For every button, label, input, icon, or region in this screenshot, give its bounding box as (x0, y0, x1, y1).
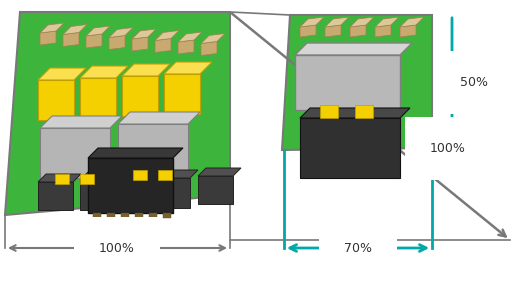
Polygon shape (375, 25, 391, 37)
Polygon shape (300, 118, 400, 178)
Polygon shape (133, 170, 147, 180)
Polygon shape (320, 105, 338, 118)
Polygon shape (80, 172, 138, 180)
Polygon shape (135, 213, 143, 218)
Polygon shape (158, 170, 172, 180)
Polygon shape (132, 29, 156, 39)
Polygon shape (350, 17, 374, 27)
Polygon shape (178, 40, 194, 54)
Polygon shape (164, 62, 212, 74)
Polygon shape (149, 213, 157, 218)
Polygon shape (80, 174, 94, 184)
Text: 100%: 100% (430, 142, 466, 154)
Polygon shape (350, 25, 366, 37)
Polygon shape (107, 213, 115, 218)
Polygon shape (198, 168, 241, 176)
Polygon shape (201, 41, 217, 56)
Polygon shape (63, 25, 87, 34)
Polygon shape (400, 25, 416, 37)
Polygon shape (40, 116, 122, 128)
Polygon shape (109, 35, 125, 50)
Polygon shape (86, 26, 110, 36)
Polygon shape (178, 32, 202, 42)
Polygon shape (325, 25, 341, 37)
Polygon shape (400, 17, 424, 27)
Polygon shape (80, 78, 116, 118)
Polygon shape (198, 176, 233, 204)
Polygon shape (295, 55, 400, 110)
Polygon shape (282, 15, 432, 150)
Polygon shape (118, 112, 200, 124)
Polygon shape (300, 108, 410, 118)
Polygon shape (63, 32, 79, 46)
Polygon shape (88, 148, 183, 158)
Polygon shape (155, 38, 171, 52)
Polygon shape (140, 170, 198, 178)
Polygon shape (93, 213, 101, 218)
Polygon shape (164, 74, 200, 114)
Polygon shape (300, 25, 316, 37)
Polygon shape (122, 64, 170, 76)
Polygon shape (140, 178, 190, 208)
Polygon shape (300, 17, 324, 27)
Polygon shape (201, 34, 225, 44)
Polygon shape (80, 180, 130, 210)
Polygon shape (88, 158, 173, 213)
Polygon shape (355, 105, 373, 118)
Polygon shape (118, 124, 188, 174)
Polygon shape (109, 28, 133, 38)
Polygon shape (121, 213, 129, 218)
Polygon shape (55, 174, 69, 184)
Text: 100%: 100% (99, 242, 135, 254)
Polygon shape (80, 66, 128, 78)
Polygon shape (163, 213, 171, 218)
Polygon shape (40, 128, 110, 178)
Polygon shape (325, 17, 349, 27)
Polygon shape (5, 12, 230, 215)
Polygon shape (295, 43, 412, 55)
Polygon shape (375, 17, 399, 27)
Polygon shape (38, 68, 86, 80)
Polygon shape (122, 76, 158, 116)
Polygon shape (38, 80, 74, 120)
Polygon shape (38, 182, 73, 210)
Text: 50%: 50% (460, 76, 488, 88)
Polygon shape (40, 23, 64, 33)
Polygon shape (38, 174, 81, 182)
Polygon shape (40, 31, 56, 45)
Polygon shape (86, 34, 102, 48)
Polygon shape (155, 31, 179, 40)
Text: 70%: 70% (344, 242, 372, 254)
Polygon shape (132, 37, 148, 51)
